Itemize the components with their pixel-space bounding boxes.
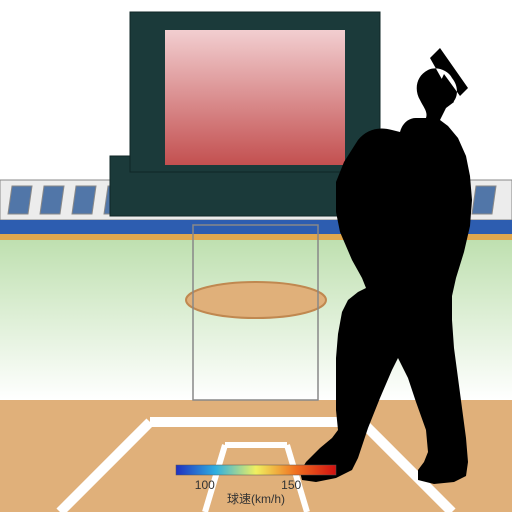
speed-legend-bar bbox=[176, 465, 336, 475]
legend-label: 球速(km/h) bbox=[227, 492, 285, 506]
stand-window bbox=[72, 186, 96, 214]
scoreboard-screen bbox=[165, 30, 345, 165]
stand-window bbox=[40, 186, 64, 214]
legend-tick: 150 bbox=[281, 478, 301, 492]
pitchers-mound bbox=[186, 282, 326, 318]
baseball-scene: 100 150球速(km/h) bbox=[0, 0, 512, 512]
stand-window bbox=[472, 186, 496, 214]
legend-tick: 100 bbox=[195, 478, 215, 492]
stand-window bbox=[8, 186, 32, 214]
